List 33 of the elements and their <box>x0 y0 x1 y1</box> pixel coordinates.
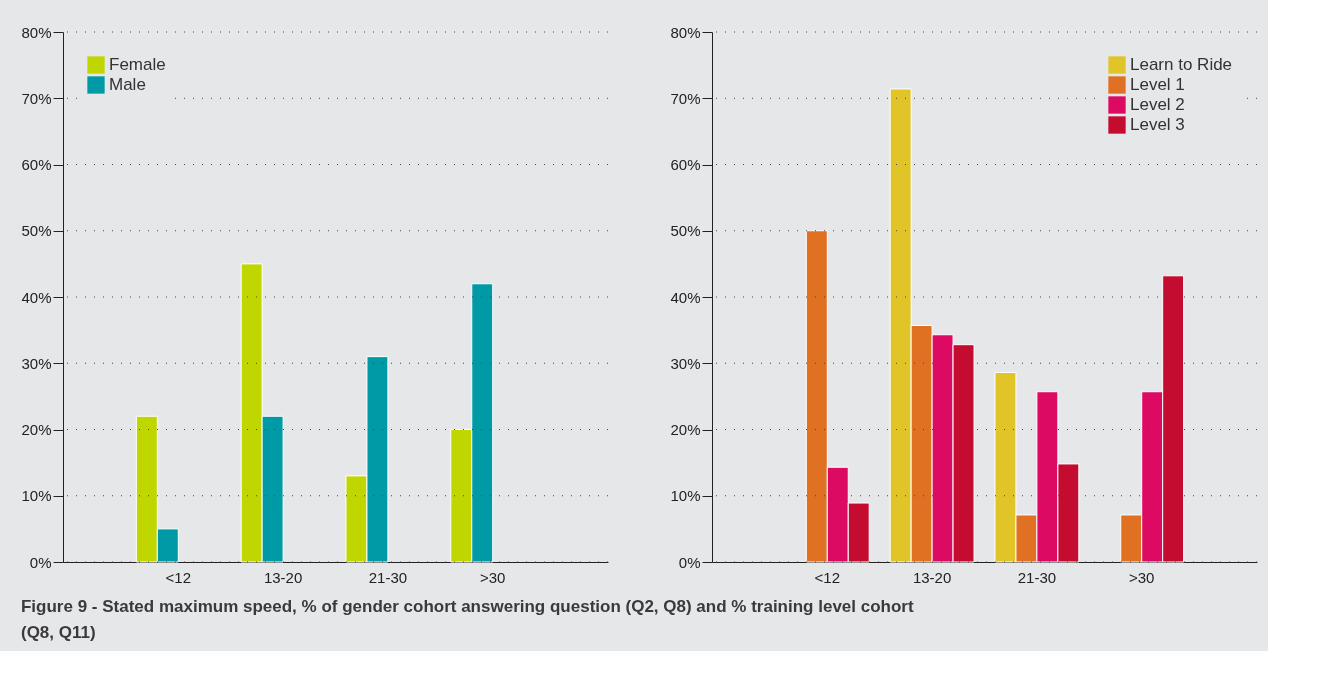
y-tick-label: 10% <box>21 487 52 505</box>
y-tick-label: 30% <box>670 354 701 372</box>
y-tick-label: 40% <box>670 288 701 306</box>
x-tick-label: 21-30 <box>368 568 408 586</box>
y-tick-label: 20% <box>670 421 701 438</box>
legend-label: Level 1 <box>1130 75 1185 94</box>
x-tick-label: >30 <box>1128 568 1155 586</box>
y-tick-label: 60% <box>21 156 52 173</box>
y-tick-label: 20% <box>21 421 52 438</box>
x-tick-label: 13-20 <box>263 568 303 586</box>
caption: Figure 9 - Stated maximum speed, % of gender cohort answering question (Q2, Q8) and % training level cohort (Q8, Q11) <box>20 597 914 642</box>
y-tick-label: 70% <box>21 89 52 107</box>
legend-label: Female <box>109 55 166 74</box>
y-tick-label: 0% <box>678 553 701 571</box>
y-tick-label: 80% <box>21 23 52 41</box>
legend-label: Level 2 <box>1130 95 1185 114</box>
y-tick-label: 0% <box>29 553 52 571</box>
x-tick-label: <12 <box>814 568 841 586</box>
x-tick-label: <12 <box>165 568 192 586</box>
legend-label: Learn to Ride <box>1130 55 1233 74</box>
y-tick-label: 70% <box>670 89 701 107</box>
y-tick-label: 60% <box>670 156 701 173</box>
x-tick-label: >30 <box>479 568 506 586</box>
x-tick-label: 13-20 <box>912 568 952 586</box>
y-tick-label: 40% <box>21 288 52 306</box>
x-tick-label: 21-30 <box>1017 568 1057 586</box>
y-tick-label: 80% <box>670 23 701 41</box>
y-tick-label: 50% <box>670 222 701 240</box>
y-tick-label: 50% <box>21 222 52 240</box>
y-tick-label: 30% <box>21 354 52 372</box>
y-tick-label: 10% <box>670 487 701 505</box>
legend-label: Level 3 <box>1130 115 1185 134</box>
legend-label: Male <box>109 75 146 94</box>
